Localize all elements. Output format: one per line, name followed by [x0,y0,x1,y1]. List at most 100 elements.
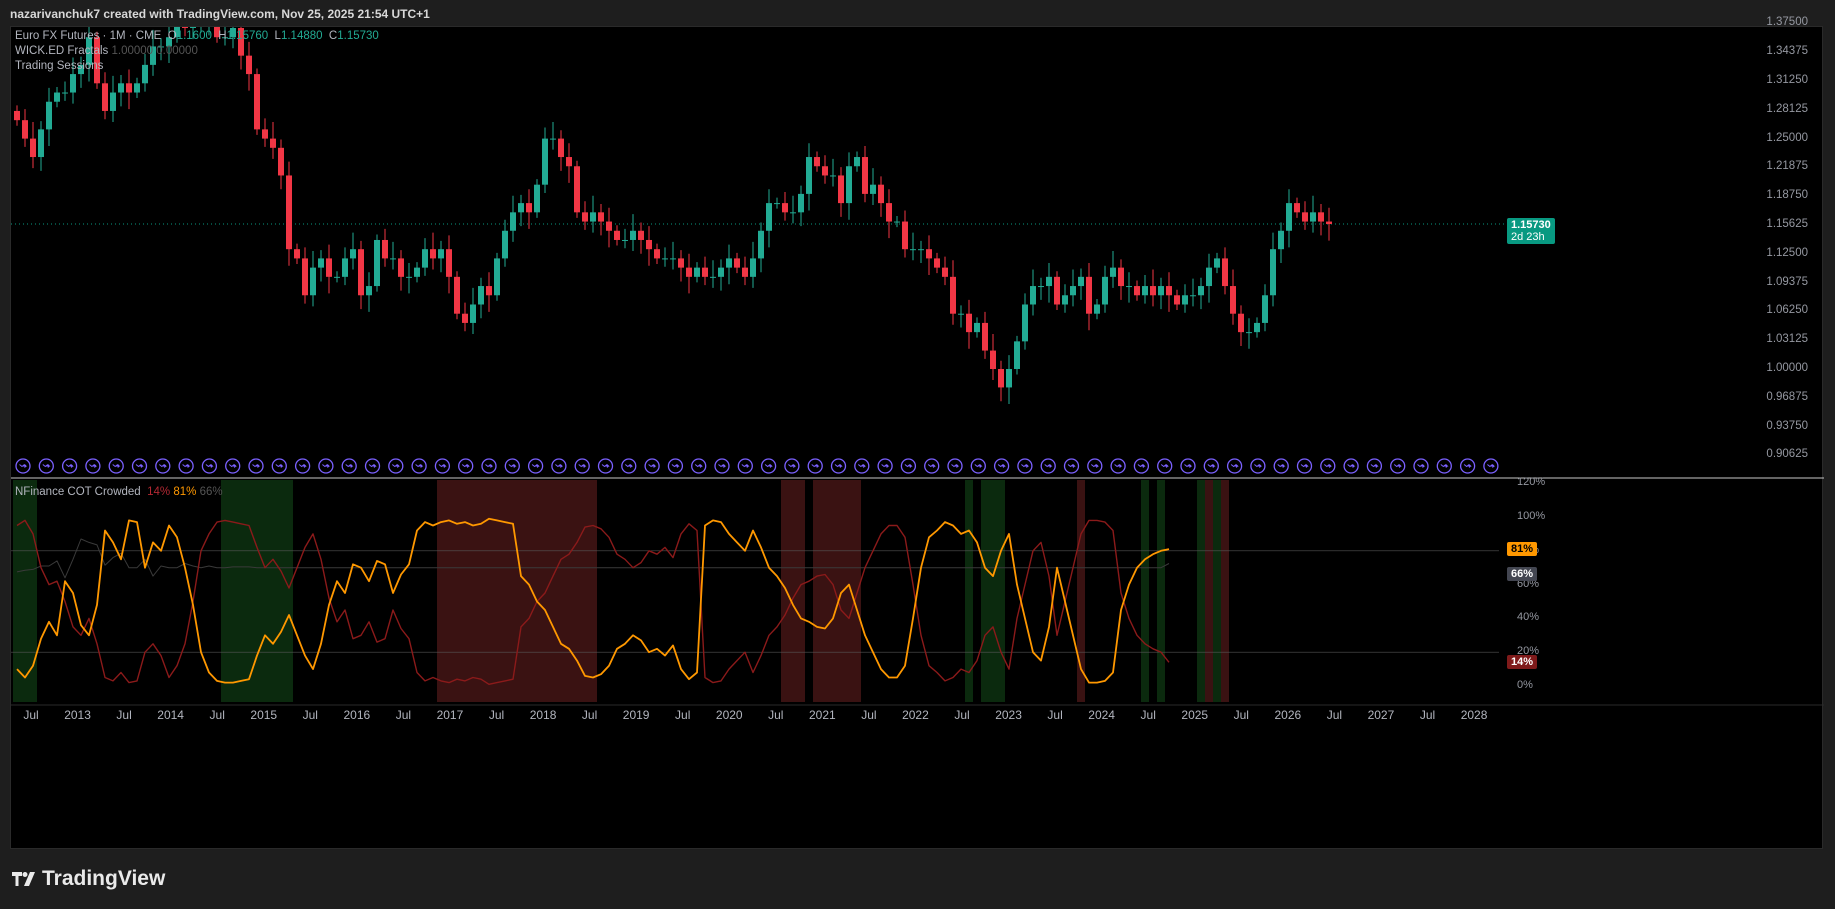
candle-body [494,258,500,296]
session-marker-icon [900,458,917,474]
cot-legend[interactable]: NFinance COT Crowded 14% 81% 66% [15,486,223,498]
price-axis-label: 1.28125 [1766,102,1808,115]
candle-body [1166,286,1172,296]
candle-body [774,203,780,205]
session-marker-icon [1087,458,1103,474]
session-arrow-icon [671,464,680,468]
candle-body [310,267,316,296]
candle-body [1118,267,1124,287]
fractals-legend[interactable]: WICK.ED Fractals 1.00000 0.00000 [15,45,198,57]
session-arrow-icon [368,464,377,468]
time-axis-label: Jul [302,708,318,722]
session-marker-icon [15,458,31,474]
candle-body [86,37,92,65]
session-arrow-icon [904,464,913,468]
candle-body [1190,295,1196,297]
session-marker-icon [61,458,78,474]
price-axis-label: 1.21875 [1766,160,1808,173]
session-arrow-icon [951,464,960,468]
shaded-green-zone [1141,480,1149,702]
session-marker-icon [1296,458,1313,474]
candle-body [462,313,468,323]
session-marker-icon [714,458,730,474]
time-axis-label: Jul [1233,708,1249,722]
session-arrow-icon [1067,464,1076,468]
candle-body [606,221,612,231]
session-marker-icon [458,458,474,474]
candle-body [430,249,436,259]
candle-body [158,46,164,48]
time-axis-label: Jul [675,708,691,722]
candle-body [782,203,788,213]
candle-body [318,258,324,268]
candle-body [510,212,516,231]
candle-body [614,230,620,240]
candle-body [670,258,676,260]
session-arrow-icon [158,464,168,468]
candle-body [1078,276,1084,287]
candle-body [334,276,340,278]
tradingview-logo[interactable]: TradingView [12,867,165,891]
candle-body [862,157,868,194]
session-arrow-icon [1044,464,1053,468]
candle-body [1182,295,1188,305]
session-marker-icon [737,458,753,474]
chart-canvas[interactable] [11,27,1824,850]
session-arrow-icon [1463,464,1472,468]
session-marker-icon [294,458,311,474]
candle-body [1102,276,1108,305]
candle-body [1126,286,1132,288]
candle-body [278,147,284,176]
session-marker-icon [271,458,287,474]
chart-frame[interactable]: Euro FX Futures · 1M · CME O1.1600 H1.15… [10,16,1824,850]
session-arrow-icon [555,464,564,468]
candle-body [942,267,948,277]
session-arrow-icon [694,464,703,468]
candle-body [486,286,492,296]
session-arrow-icon [578,464,587,468]
candle-body [1270,249,1276,296]
session-marker-icon [854,458,870,474]
session-arrow-icon [1114,464,1123,468]
candle-body [582,212,588,222]
candle-body [478,286,484,305]
candle-body [574,166,580,213]
candle-body [270,138,276,148]
author-line: nazarivanchuk7 created with TradingView.… [10,7,430,21]
series-line-short [16,519,1170,685]
session-arrow-icon [1323,464,1333,468]
candle-body [382,239,388,259]
cot-axis-label: 0% [1517,679,1533,691]
cot-value-other: 66% [199,486,223,498]
shaded-green-zone [13,480,37,702]
sessions-legend[interactable]: Trading Sessions [15,60,103,72]
price-axis-label: 0.96875 [1766,390,1808,403]
candle-body [598,212,604,222]
candle-body [1302,212,1308,222]
shaded-green-zone [1157,480,1165,702]
session-arrow-icon [788,464,797,468]
candle-body [366,286,372,296]
session-arrow-icon [252,464,261,468]
candle-body [662,258,668,260]
price-axis-label: 0.90625 [1766,448,1808,461]
candle-body [182,27,188,29]
time-axis-label: 2025 [1181,708,1209,722]
symbol-label[interactable]: Euro FX Futures · 1M · CME [15,30,162,42]
main-legend: Euro FX Futures · 1M · CME O1.1600 H1.15… [15,30,379,42]
session-marker-icon [970,458,986,474]
time-axis-label: Jul [1419,708,1436,722]
session-marker-icon [691,458,707,474]
candle-body [246,55,252,75]
price-axis-label: 1.12500 [1766,246,1808,259]
candle-body [1054,276,1060,305]
session-arrow-icon [322,464,331,468]
shaded-red-zone [437,480,597,702]
candle-body [190,27,196,29]
candle-body [718,267,724,277]
candle-body [910,249,916,251]
candle-body [758,230,764,259]
candle-body [734,258,740,268]
candle-body [526,203,532,213]
candle-body [694,267,700,277]
